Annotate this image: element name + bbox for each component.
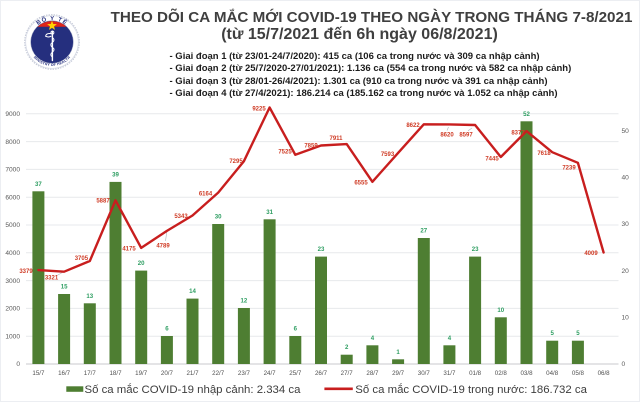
svg-text:7859: 7859 xyxy=(304,143,318,149)
svg-text:23/7: 23/7 xyxy=(238,370,251,377)
svg-text:6: 6 xyxy=(165,326,169,333)
svg-text:4000: 4000 xyxy=(5,250,20,257)
svg-text:3321: 3321 xyxy=(45,276,59,282)
svg-text:24/7: 24/7 xyxy=(264,370,277,377)
svg-text:2: 2 xyxy=(345,344,349,351)
svg-text:5343: 5343 xyxy=(174,214,188,220)
svg-text:1000: 1000 xyxy=(5,333,20,340)
svg-text:10: 10 xyxy=(622,315,630,322)
svg-text:Số ca mắc COVID-19 trong nước:: Số ca mắc COVID-19 trong nước: 186.732 c… xyxy=(355,383,587,396)
svg-text:7000: 7000 xyxy=(5,167,20,174)
svg-text:7618: 7618 xyxy=(537,151,551,157)
svg-text:30: 30 xyxy=(215,214,222,221)
svg-text:4: 4 xyxy=(448,335,452,342)
svg-text:8597: 8597 xyxy=(459,132,473,138)
svg-text:3705: 3705 xyxy=(75,256,89,262)
svg-text:22/7: 22/7 xyxy=(212,370,225,377)
svg-text:8620: 8620 xyxy=(440,132,454,138)
svg-text:18/7: 18/7 xyxy=(109,370,122,377)
svg-text:2000: 2000 xyxy=(5,306,20,313)
svg-text:17/7: 17/7 xyxy=(84,370,97,377)
svg-text:10: 10 xyxy=(497,307,504,314)
svg-text:06/8: 06/8 xyxy=(598,370,611,377)
svg-text:6: 6 xyxy=(294,326,298,333)
svg-text:25/7: 25/7 xyxy=(289,370,302,377)
svg-text:8622: 8622 xyxy=(406,123,420,129)
svg-text:19/7: 19/7 xyxy=(135,370,148,377)
svg-text:9000: 9000 xyxy=(5,111,20,118)
svg-text:6555: 6555 xyxy=(354,180,368,186)
svg-text:37: 37 xyxy=(35,181,42,188)
svg-text:7593: 7593 xyxy=(381,152,395,158)
svg-text:8377: 8377 xyxy=(511,130,525,136)
svg-text:12: 12 xyxy=(241,298,248,305)
svg-text:30: 30 xyxy=(622,221,630,228)
svg-text:5: 5 xyxy=(551,330,555,337)
svg-text:7445: 7445 xyxy=(485,156,499,162)
svg-text:7239: 7239 xyxy=(562,165,576,171)
svg-text:21/7: 21/7 xyxy=(186,370,199,377)
svg-text:4009: 4009 xyxy=(584,251,598,257)
svg-text:01/8: 01/8 xyxy=(469,370,482,377)
svg-text:7911: 7911 xyxy=(329,136,343,142)
svg-text:27: 27 xyxy=(420,228,427,235)
svg-text:16/7: 16/7 xyxy=(58,370,71,377)
svg-text:1: 1 xyxy=(396,349,400,356)
svg-text:03/8: 03/8 xyxy=(520,370,533,377)
svg-text:6000: 6000 xyxy=(5,194,20,201)
svg-text:05/8: 05/8 xyxy=(572,370,585,377)
svg-text:31: 31 xyxy=(266,209,273,216)
svg-text:23: 23 xyxy=(472,246,479,253)
svg-text:13: 13 xyxy=(86,293,93,300)
svg-text:0: 0 xyxy=(16,361,20,368)
svg-text:5: 5 xyxy=(576,330,580,337)
svg-text:5000: 5000 xyxy=(5,222,20,229)
svg-text:5887: 5887 xyxy=(96,198,110,204)
svg-text:52: 52 xyxy=(523,111,530,118)
svg-text:20/7: 20/7 xyxy=(161,370,174,377)
svg-text:4175: 4175 xyxy=(122,246,136,252)
svg-text:31/7: 31/7 xyxy=(443,370,456,377)
svg-text:20: 20 xyxy=(622,268,630,275)
svg-text:20: 20 xyxy=(138,260,145,267)
svg-text:26/7: 26/7 xyxy=(315,370,328,377)
svg-text:3379: 3379 xyxy=(19,269,33,275)
svg-text:04/8: 04/8 xyxy=(546,370,559,377)
svg-text:8000: 8000 xyxy=(5,139,20,146)
svg-text:0: 0 xyxy=(622,361,626,368)
svg-text:28/7: 28/7 xyxy=(366,370,379,377)
svg-text:50: 50 xyxy=(622,128,630,135)
svg-text:39: 39 xyxy=(112,171,119,178)
svg-text:4789: 4789 xyxy=(156,243,170,249)
svg-text:15/7: 15/7 xyxy=(32,370,45,377)
svg-text:23: 23 xyxy=(318,246,325,253)
svg-text:7295: 7295 xyxy=(229,159,243,165)
svg-text:14: 14 xyxy=(189,288,196,295)
svg-text:9225: 9225 xyxy=(252,106,266,112)
svg-text:4: 4 xyxy=(371,335,375,342)
svg-text:29/7: 29/7 xyxy=(392,370,405,377)
svg-text:6164: 6164 xyxy=(199,191,213,197)
svg-text:02/8: 02/8 xyxy=(495,370,508,377)
svg-text:Số ca mắc COVID-19 nhập cảnh:: Số ca mắc COVID-19 nhập cảnh: 2.334 ca xyxy=(85,383,302,396)
svg-text:15: 15 xyxy=(61,284,68,291)
svg-text:27/7: 27/7 xyxy=(341,370,354,377)
svg-text:7525: 7525 xyxy=(278,149,292,155)
svg-text:3000: 3000 xyxy=(5,278,20,285)
svg-text:40: 40 xyxy=(622,175,630,182)
svg-text:30/7: 30/7 xyxy=(418,370,431,377)
